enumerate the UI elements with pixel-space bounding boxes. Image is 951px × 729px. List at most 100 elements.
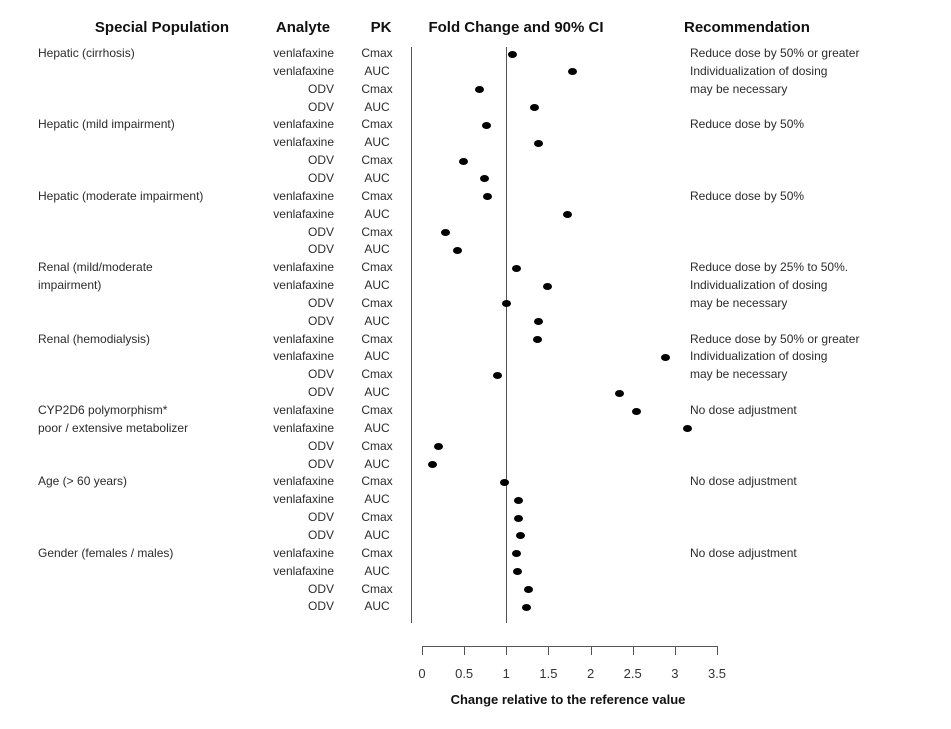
data-point-dot [543,282,553,290]
data-point-dot [458,157,468,165]
recommendation-text: Individualization of dosing [690,63,828,78]
data-point-dot [507,50,517,58]
pk-label: AUC [364,349,390,364]
data-point-dot [428,461,438,469]
pk-label: Cmax [361,581,393,596]
data-point-dot [512,568,522,576]
recommendation-text: No dose adjustment [690,403,797,417]
analyte-label: venlafaxine [273,135,334,150]
recommendation-text: Individualization of dosing [690,349,828,364]
data-point-dot [661,353,671,361]
pk-label: Cmax [361,46,393,60]
x-axis-tick [674,646,676,655]
pk-label: AUC [364,385,390,400]
analyte-label: ODV [307,438,334,453]
population-label: Hepatic (moderate impairment) [38,188,204,203]
pk-label: Cmax [361,117,393,132]
x-axis-tick [548,646,550,655]
recommendation-text: Reduce dose by 50% or greater [690,331,860,346]
pk-label: Cmax [361,295,393,310]
analyte-label: venlafaxine [273,260,334,275]
data-point-dot [483,193,493,201]
analyte-label: venlafaxine [273,188,334,203]
analyte-label: venlafaxine [273,403,334,417]
data-point-dot [522,603,531,611]
x-axis-tick-label: 2.5 [623,666,642,681]
analyte-label: ODV [307,456,334,471]
population-label: poor / extensive metabolizer [38,420,189,435]
data-point-dot [516,532,526,540]
data-point-dot [631,407,641,415]
pk-label: Cmax [361,153,393,168]
analyte-label: ODV [307,313,334,328]
analyte-label: ODV [307,295,334,310]
pk-label: Cmax [361,188,393,203]
x-axis-tick [422,646,423,655]
pk-label: AUC [364,527,390,542]
pk-label: AUC [364,313,390,328]
data-point-dot [501,300,511,308]
recommendation-text: No dose adjustment [690,474,797,489]
data-point-dot [533,139,543,147]
recommendation-text: may be necessary [690,81,788,96]
analyte-label: ODV [307,81,334,96]
pk-label: AUC [364,170,390,185]
population-label: Renal (hemodialysis) [38,331,151,346]
pk-label: AUC [364,242,390,257]
analyte-label: ODV [307,224,334,239]
data-point-dot [474,86,484,94]
data-point-dot [532,336,542,344]
population-label: impairment) [38,278,102,293]
data-point-dot [500,478,510,486]
analyte-label: ODV [307,510,334,525]
pk-label: AUC [364,135,390,150]
analyte-label: ODV [307,581,334,596]
analyte-label: venlafaxine [273,46,334,60]
x-axis-line [422,646,717,647]
data-point-dot [511,264,521,272]
data-point-dot [523,586,533,593]
analyte-label: venlafaxine [273,331,334,346]
data-point-dot [441,229,451,236]
x-axis-tick-label: 2 [586,666,595,681]
pk-label: Cmax [361,224,393,239]
pk-label: Cmax [361,331,393,346]
recommendation-text: Reduce dose by 50% [690,117,805,132]
data-point-dot [614,389,624,397]
data-point-dot [482,121,492,129]
x-axis-tick-label: 0.5 [455,666,474,681]
pk-label: AUC [364,420,390,435]
data-point-dot [529,104,539,112]
x-axis-tick-label: 3.5 [707,666,727,681]
analyte-label: ODV [307,367,334,382]
x-axis-tick-label: 3 [671,666,679,681]
reference-line [506,47,507,623]
analyte-label: venlafaxine [273,492,334,507]
x-axis-tick [590,646,592,655]
analyte-label: venlafaxine [273,63,334,78]
recommendation-text: Reduce dose by 50% [690,188,805,203]
population-label: Hepatic (mild impairment) [38,117,175,132]
analyte-label: venlafaxine [273,117,334,132]
pk-label: Cmax [361,438,393,453]
data-point-dot [683,425,692,433]
analyte-label: venlafaxine [273,420,334,435]
pk-label: Cmax [361,474,393,489]
population-label: Age (> 60 years) [38,474,128,489]
recommendation-text: may be necessary [690,367,788,382]
data-point-dot [433,443,443,451]
pk-label: AUC [364,99,390,114]
analyte-label: ODV [307,170,334,185]
data-point-dot [533,318,543,326]
population-label: Renal (mild/moderate [38,260,153,275]
data-point-dot [511,550,521,558]
analyte-label: venlafaxine [273,278,334,293]
recommendation-text: No dose adjustment [690,545,797,560]
pk-label: Cmax [361,260,393,275]
pk-label: AUC [364,563,390,578]
analyte-label: venlafaxine [273,474,334,489]
recommendation-text: Reduce dose by 25% to 50%. [690,260,849,275]
pk-label: AUC [364,278,390,293]
analyte-label: ODV [307,242,334,257]
plot-left-border-line [411,47,412,623]
